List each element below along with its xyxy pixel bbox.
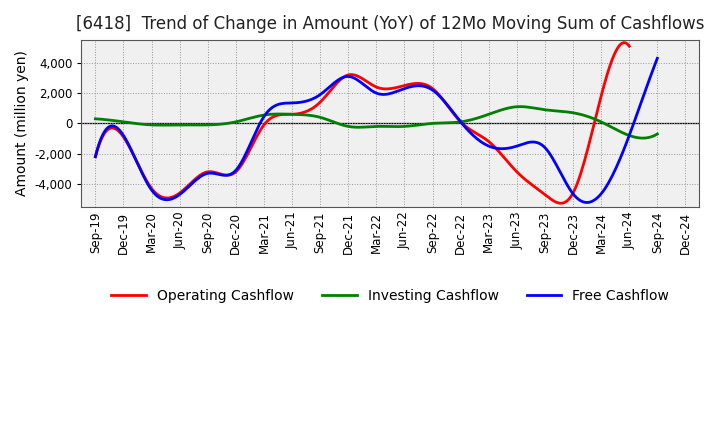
Line: Investing Cashflow: Investing Cashflow <box>95 106 657 138</box>
Investing Cashflow <box>426 121 434 126</box>
Free Cashflow <box>426 86 434 91</box>
Line: Operating Cashflow: Operating Cashflow <box>95 43 629 203</box>
Title: [6418]  Trend of Change in Amount (YoY) of 12Mo Moving Sum of Cashflows: [6418] Trend of Change in Amount (YoY) o… <box>76 15 705 33</box>
Free Cashflow <box>91 154 99 159</box>
Investing Cashflow <box>567 110 575 115</box>
Legend: Operating Cashflow, Investing Cashflow, Free Cashflow: Operating Cashflow, Investing Cashflow, … <box>106 283 675 308</box>
Operating Cashflow <box>91 154 99 159</box>
Operating Cashflow <box>409 81 418 86</box>
Operating Cashflow <box>541 192 549 198</box>
Operating Cashflow <box>619 40 628 45</box>
Investing Cashflow <box>91 116 99 121</box>
Free Cashflow <box>424 85 433 90</box>
Operating Cashflow <box>407 81 415 87</box>
Investing Cashflow <box>93 116 102 121</box>
Operating Cashflow <box>625 44 634 49</box>
Free Cashflow <box>602 183 611 189</box>
Investing Cashflow <box>638 136 647 141</box>
Operating Cashflow <box>418 81 426 86</box>
Free Cashflow <box>564 185 573 191</box>
Free Cashflow <box>583 200 592 205</box>
Investing Cashflow <box>516 104 524 109</box>
Free Cashflow <box>93 147 102 152</box>
Investing Cashflow <box>602 122 611 127</box>
Investing Cashflow <box>653 131 662 136</box>
Y-axis label: Amount (million yen): Amount (million yen) <box>15 51 29 196</box>
Operating Cashflow <box>557 201 566 206</box>
Line: Free Cashflow: Free Cashflow <box>95 58 657 202</box>
Investing Cashflow <box>435 121 444 126</box>
Operating Cashflow <box>93 148 102 153</box>
Free Cashflow <box>435 93 444 99</box>
Investing Cashflow <box>424 121 433 126</box>
Free Cashflow <box>653 55 662 61</box>
Operating Cashflow <box>577 170 585 175</box>
